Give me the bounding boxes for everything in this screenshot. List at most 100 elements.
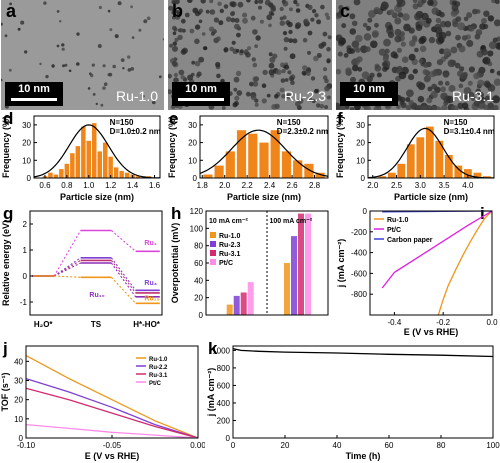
nanoparticle-c [455, 16, 462, 22]
histogram-bar [113, 167, 119, 178]
nanoparticle-b [171, 60, 178, 67]
nanoparticle-a [103, 82, 108, 86]
plot-frame-j [25, 345, 199, 439]
nanoparticle-b [326, 95, 331, 100]
nanoparticle-c [434, 23, 442, 31]
histogram-bar [214, 165, 224, 178]
y-tick-label-k: 200 [217, 416, 231, 425]
nanoparticle-c [415, 24, 423, 31]
nanoparticle-c [492, 37, 498, 43]
nanoparticle-c [421, 0, 427, 4]
nanoparticle-c [388, 24, 393, 30]
nanoparticle-b [172, 45, 178, 52]
y-tick-label-i: -200 [351, 228, 368, 237]
y-axis-label-e: Frequency (%) [167, 116, 177, 178]
energy-connector [54, 275, 81, 278]
nanoparticle-b [249, 81, 254, 87]
overpotential-bar [240, 292, 247, 315]
nanoparticle-b [311, 99, 316, 104]
nanoparticle-c [493, 78, 500, 86]
nanoparticle-a [62, 64, 65, 68]
x-tick-label-k: 60 [385, 441, 394, 450]
nanoparticle-b [288, 29, 293, 35]
y-axis-label-g: Relative energy (eV) [1, 220, 11, 306]
panel-letter-h: h [171, 204, 181, 223]
nanoparticle-b [168, 5, 174, 11]
nanoparticle-c [381, 61, 388, 68]
panel-letter-f: f [337, 109, 343, 128]
nanoparticle-a [20, 20, 25, 25]
histogram-bar [406, 144, 415, 178]
histogram-bar [135, 176, 141, 178]
nanoparticle-b [314, 13, 319, 18]
y-tick-label-i: -600 [351, 269, 368, 278]
series-line-j [25, 387, 199, 439]
nanoparticle-b [230, 17, 236, 23]
nanoparticle-c [441, 104, 448, 110]
overpotential-bar [284, 263, 290, 315]
tem-image-a: 10 nm Ru-1.0 [1, 0, 164, 110]
nanoparticle-c [397, 0, 406, 7]
nanoparticle-b [295, 22, 302, 29]
nanoparticle-b [247, 46, 252, 51]
scale-bar-b: 10 nm [172, 82, 230, 106]
nanoparticle-c [492, 104, 499, 110]
nanoparticle-c [463, 94, 468, 100]
nanoparticle-b [180, 18, 186, 24]
overpotential-bar [291, 236, 297, 315]
nanoparticle-c [487, 50, 494, 57]
histogram-bar [304, 163, 314, 178]
y-tick-label-i: -800 [351, 290, 368, 299]
nanoparticle-c [367, 17, 373, 23]
nanoparticle-a [59, 20, 62, 23]
nanoparticle-c [440, 92, 448, 101]
x-tick-label-e: 2.2 [242, 181, 254, 190]
x-tick-label-d: 0.8 [61, 181, 73, 190]
nanoparticle-c [446, 95, 454, 104]
energy-connector [110, 260, 137, 294]
nanoparticle-b [258, 5, 262, 10]
nanoparticle-a [76, 62, 80, 66]
nanoparticle-c [412, 35, 418, 41]
nanoparticle-c [356, 56, 363, 63]
nanoparticle-b [279, 16, 284, 21]
nanoparticle-c [466, 39, 474, 48]
nanoparticle-a [102, 86, 106, 90]
nanoparticle-c [473, 72, 480, 80]
nanoparticle-b [266, 93, 271, 98]
y-axis-label-f: Frequency (%) [335, 116, 345, 178]
nanoparticle-c [417, 95, 425, 103]
histogram-bar [270, 130, 280, 178]
nanoparticle-b [194, 24, 201, 30]
overpotential-bar [298, 213, 304, 315]
nanoparticle-b [318, 43, 325, 49]
plot-frame-g [29, 210, 163, 316]
nanoparticle-b [237, 1, 244, 8]
nanoparticle-c [448, 84, 456, 93]
annotation-n: N=150 [444, 118, 468, 127]
nanoparticle-b [229, 1, 235, 7]
nanoparticle-a [56, 10, 60, 13]
legend-swatch [210, 232, 216, 238]
series-label: Ru₁₀ [89, 292, 104, 299]
nanoparticle-c [418, 19, 426, 26]
nanoparticle-c [396, 47, 402, 53]
nanoparticle-c [468, 66, 475, 73]
nanoparticle-b [177, 34, 183, 41]
energy-diagram-g: g -1 0 1 2 Relative energy (eV) H₂O* TS H*-HO* Ru… [1, 204, 163, 329]
nanoparticle-c [405, 104, 412, 110]
nanoparticle-c [492, 95, 500, 104]
nanoparticle-b [262, 69, 268, 76]
panel-letter-b: b [172, 1, 183, 21]
nanoparticle-a [130, 67, 135, 71]
y-tick-label-j: 10 [14, 415, 23, 424]
nanoparticle-c [443, 72, 449, 78]
nanoparticle-c [408, 74, 415, 81]
nanoparticle-c [450, 46, 458, 54]
nanoparticle-b [201, 32, 206, 36]
nanoparticle-b [174, 0, 180, 5]
nanoparticle-a [152, 100, 156, 105]
nanoparticle-b [327, 35, 332, 40]
nanoparticle-c [351, 59, 358, 66]
x-tick-label-f: 3.0 [415, 181, 427, 190]
